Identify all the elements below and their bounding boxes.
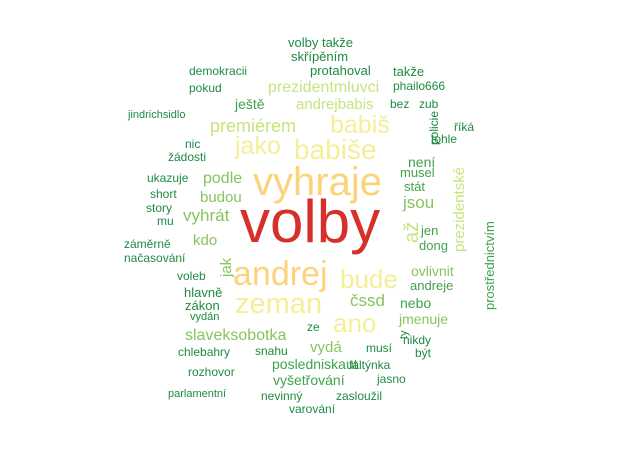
- word: babiš: [330, 111, 390, 139]
- word: andreje: [410, 278, 454, 293]
- word: prezidentské: [451, 166, 468, 252]
- word: vydá: [310, 339, 342, 356]
- word: kdo: [193, 232, 218, 249]
- word: chlebahry: [178, 345, 231, 359]
- word: volby: [240, 188, 381, 255]
- word: ukazuje: [147, 171, 189, 185]
- word: volby takže: [288, 35, 354, 50]
- word: slaveksobotka: [185, 327, 287, 344]
- word: short: [150, 187, 177, 201]
- word: žádosti: [168, 150, 207, 164]
- word: faltýnka: [349, 358, 391, 372]
- word: babiše: [294, 134, 377, 165]
- word: být: [415, 346, 432, 360]
- word: zub: [419, 97, 439, 111]
- word: premiérem: [210, 116, 297, 136]
- word: zákon: [185, 298, 220, 313]
- word: rozhovor: [188, 365, 235, 379]
- word: prezidentmluvci: [268, 79, 380, 96]
- word: voleb: [177, 269, 206, 283]
- word: nevinný: [261, 389, 303, 403]
- word: andrej: [233, 255, 328, 293]
- word: vyhrát: [183, 206, 230, 225]
- word: varování: [289, 402, 336, 416]
- word: ovlivnit: [411, 263, 454, 279]
- word: story: [146, 201, 173, 215]
- word: musí: [366, 341, 393, 355]
- word: vyhraje: [253, 160, 382, 204]
- word: snahu: [255, 344, 288, 358]
- word: podle: [203, 170, 243, 187]
- word: jako: [235, 132, 281, 160]
- word: bude: [340, 264, 398, 294]
- word: jindrichsidlo: [128, 109, 186, 121]
- word: stát: [404, 179, 425, 194]
- word: ze: [307, 320, 320, 334]
- word: zeman: [235, 288, 323, 320]
- word: parlamentní: [168, 388, 227, 400]
- word: protahoval: [310, 63, 371, 78]
- word: demokracii: [189, 64, 248, 78]
- word: pokud: [189, 81, 222, 95]
- word: jsou: [403, 193, 435, 212]
- word: hlavně: [184, 285, 223, 300]
- word: dong: [419, 238, 448, 253]
- word: nic: [185, 137, 201, 151]
- word: phailo666: [393, 79, 446, 93]
- word: zasloužil: [336, 389, 383, 403]
- word: budou: [200, 189, 242, 206]
- word: vydán: [190, 311, 220, 323]
- word: posledniskaut: [272, 356, 358, 372]
- word: jasno: [377, 372, 406, 386]
- word: říká: [454, 120, 475, 134]
- word: ano: [333, 308, 377, 338]
- word: nebo: [400, 295, 432, 311]
- word: není: [408, 154, 436, 170]
- word: nikdy: [403, 333, 432, 347]
- word: vyšetřování: [273, 372, 345, 388]
- word: skřípěním: [291, 49, 349, 64]
- word: tohle: [431, 132, 458, 146]
- word: jen: [421, 223, 439, 238]
- word: jak: [218, 257, 235, 277]
- word: takže: [393, 64, 425, 79]
- word: prostřednictvím: [482, 221, 497, 310]
- word: načasování: [124, 251, 186, 265]
- word: mu: [157, 214, 174, 228]
- word: andrejbabis: [296, 96, 374, 113]
- word: jmenuje: [399, 311, 449, 327]
- word: ještě: [235, 96, 265, 112]
- word: záměrně: [124, 237, 171, 251]
- word: musel: [400, 165, 435, 180]
- word: bez: [390, 97, 410, 111]
- word: čssd: [350, 291, 385, 310]
